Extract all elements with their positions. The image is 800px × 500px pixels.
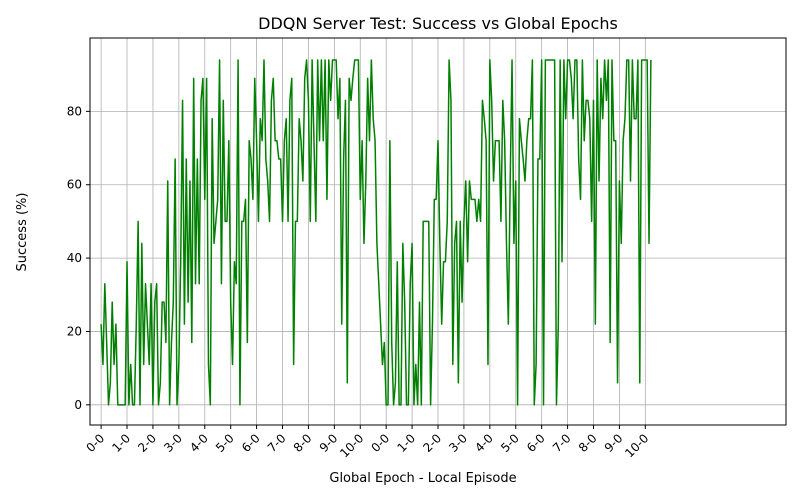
- series-layer: [100, 59, 652, 406]
- x-axis-label: Global Epoch - Local Episode: [329, 471, 516, 486]
- y-tick-label: 60: [67, 178, 82, 192]
- series-line: [100, 59, 652, 406]
- y-tick-label: 0: [74, 398, 82, 412]
- y-tick-label: 20: [67, 324, 82, 338]
- y-axis: 0 20 40 60 80: [67, 104, 90, 412]
- y-axis-label: Success (%): [15, 193, 30, 272]
- y-tick-label: 40: [67, 251, 82, 265]
- chart-title: DDQN Server Test: Success vs Global Epoc…: [258, 14, 618, 33]
- y-tick-label: 80: [67, 104, 82, 118]
